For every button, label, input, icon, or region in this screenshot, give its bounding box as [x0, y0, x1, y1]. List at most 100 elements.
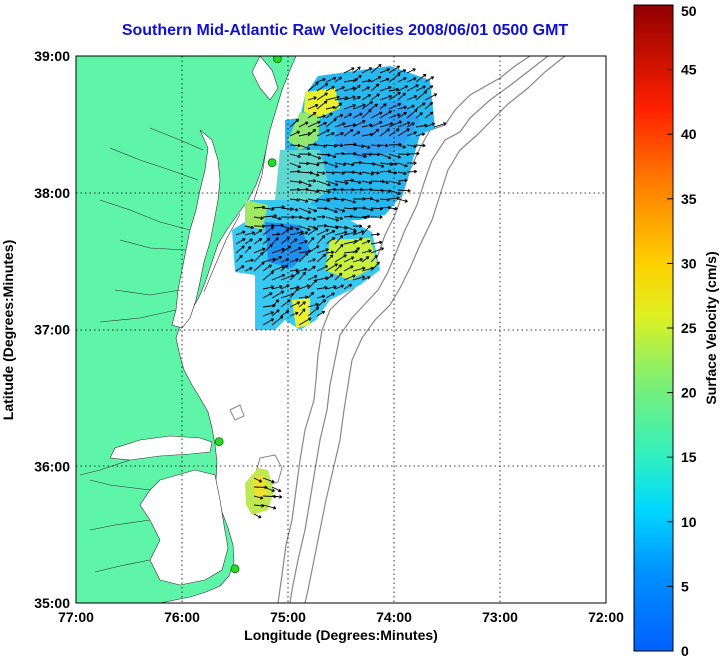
velocity-arrow: [298, 225, 311, 231]
y-tick-label: 36:00: [34, 458, 70, 474]
velocity-arrow: [262, 226, 275, 236]
velocity-arrow: [352, 247, 360, 254]
velocity-arrow: [316, 180, 331, 187]
velocity-arrow: [289, 130, 300, 137]
x-tick-label: 76:00: [164, 609, 200, 625]
velocity-arrow: [415, 102, 426, 110]
velocity-arrow: [334, 76, 343, 83]
grid-lines: [76, 56, 606, 603]
colorbar-tick-label: 10: [681, 514, 697, 530]
velocity-arrow: [370, 232, 380, 237]
y-tick-label: 38:00: [34, 185, 70, 201]
velocity-arrow: [406, 84, 419, 92]
velocity-arrow: [343, 86, 356, 92]
velocity-arrow: [424, 93, 438, 101]
velocity-arrow: [379, 94, 393, 101]
velocity-arrow: [397, 105, 407, 110]
velocity-arrow: [352, 258, 364, 263]
velocity-arrow: [379, 103, 387, 110]
velocity-arrow: [397, 111, 407, 119]
velocity-arrow: [415, 132, 426, 137]
velocity-arrow: [379, 68, 391, 74]
velocity-arrow: [325, 180, 339, 186]
velocity-arrow: [253, 495, 264, 500]
velocity-arrow: [253, 216, 264, 220]
velocity-arrow: [307, 120, 321, 128]
velocity-arrow: [316, 129, 330, 137]
velocity-arrow: [262, 243, 273, 254]
velocity-arrow: [334, 234, 344, 245]
velocity-arrow: [334, 207, 346, 213]
velocity-arrow: [307, 306, 320, 317]
velocity-arrow: [325, 153, 337, 159]
velocity-arrow: [253, 503, 265, 508]
velocity-arrow: [370, 162, 385, 168]
velocity-arrow: [343, 95, 356, 101]
velocity-arrow: [379, 180, 389, 185]
velocity-arrow: [316, 285, 328, 290]
velocity-arrow: [397, 198, 408, 203]
velocity-arrow: [370, 261, 380, 272]
velocity-arrow: [316, 82, 329, 92]
nc-rivers: [79, 459, 151, 573]
velocity-arrow: [307, 96, 317, 101]
velocity-arrow: [262, 318, 275, 326]
velocity-arrow: [235, 238, 246, 245]
velocity-arrow: [361, 171, 375, 176]
velocity-arrow: [325, 263, 338, 272]
velocity-arrow: [325, 216, 340, 222]
velocity-arrow: [289, 287, 299, 299]
velocity-arrow: [289, 162, 302, 169]
velocity-arrow: [307, 275, 318, 281]
y-axis-label: Latitude (Degrees:Minutes): [0, 240, 16, 420]
velocity-arrow: [415, 143, 426, 148]
velocity-arrow: [253, 261, 265, 272]
velocity-arrow: [262, 237, 271, 245]
velocity-arrow: [235, 254, 243, 263]
velocity-arrow: [325, 132, 335, 137]
velocity-arrow: [388, 180, 402, 186]
velocity-arrow: [388, 91, 401, 101]
velocity-arrow: [343, 214, 354, 219]
velocity-arrow: [307, 128, 317, 137]
velocity-arrow: [289, 238, 298, 245]
velocity-arrow: [361, 239, 371, 245]
velocity-arrow: [361, 67, 373, 74]
velocity-arrow: [307, 81, 319, 92]
velocity-arrow: [307, 198, 319, 203]
radar-station-marker: [230, 564, 240, 574]
velocity-arrow: [316, 265, 329, 272]
velocity-arrow: [253, 247, 266, 254]
radar-station-marker: [267, 158, 277, 168]
isobath-2: [289, 56, 549, 603]
velocity-arrow: [271, 216, 282, 221]
velocity-arrow: [307, 245, 320, 254]
velocity-arrow: [298, 284, 310, 290]
velocity-arrow: [262, 504, 277, 510]
velocity-arrow: [379, 197, 390, 202]
velocity-arrow: [343, 162, 355, 167]
velocity-arrow: [325, 105, 336, 110]
velocity-arrow: [307, 179, 317, 183]
velocity-arrow: [235, 245, 245, 254]
velocity-arrow: [370, 255, 378, 263]
velocity-arrow: [280, 228, 290, 236]
x-tick-label: 72:00: [588, 609, 624, 625]
velocity-arrow: [415, 73, 427, 83]
velocity-arrow: [325, 250, 335, 255]
velocity-arrow: [262, 214, 278, 218]
velocity-arrow: [361, 86, 370, 92]
velocity-arrow: [316, 235, 326, 245]
velocity-arrow: [370, 240, 383, 245]
velocity-arrow: [343, 265, 354, 272]
velocity-arrow: [361, 256, 370, 263]
velocity-arrow: [307, 302, 319, 308]
velocity-arrow: [325, 230, 336, 236]
velocity-arrow: [406, 104, 415, 110]
velocity-arrow: [280, 264, 289, 272]
velocity-arrow: [271, 232, 281, 237]
velocity-arrow: [316, 121, 327, 128]
velocity-arrow: [379, 153, 392, 159]
colorbar-label: Surface Velocity (cm/s): [703, 251, 719, 404]
y-tick-label: 39:00: [34, 48, 70, 64]
